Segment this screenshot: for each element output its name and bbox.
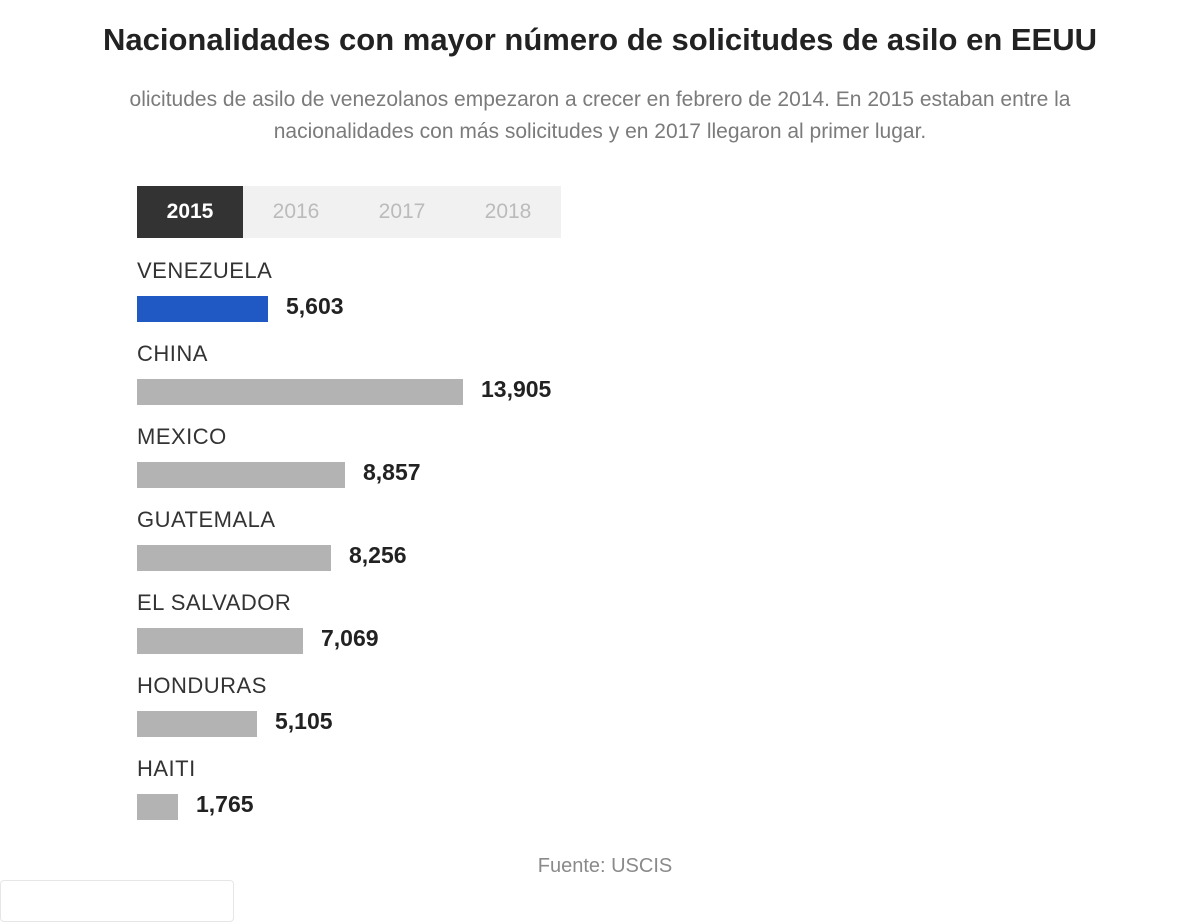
value-label: 13,905 — [481, 376, 552, 402]
bar-row-venezuela: VENEZUELA 5,603 — [137, 258, 837, 328]
bar-row-el-salvador: EL SALVADOR 7,069 — [137, 590, 837, 660]
tab-2015[interactable]: 2015 — [137, 186, 243, 238]
category-label: VENEZUELA — [137, 258, 273, 283]
category-label: MEXICO — [137, 424, 227, 449]
tab-2017[interactable]: 2017 — [378, 200, 426, 223]
bar-china — [137, 379, 463, 405]
bar-chart: VENEZUELA 5,603 CHINA 13,905 MEXICO 8,857 GUAT… — [137, 258, 837, 838]
tab-2016[interactable]: 2016 — [272, 200, 320, 223]
bar-row-china: CHINA 13,905 — [137, 341, 837, 411]
bar-row-honduras: HONDURAS 5,105 — [137, 673, 837, 743]
bar-guatemala — [137, 545, 331, 571]
bar-honduras — [137, 711, 257, 737]
category-label: HONDURAS — [137, 673, 267, 698]
value-label: 8,256 — [349, 542, 407, 568]
bar-mexico — [137, 462, 345, 488]
value-label: 5,603 — [286, 293, 344, 319]
year-tabs: 2015 2016 2017 2018 — [137, 186, 561, 238]
value-label: 5,105 — [275, 708, 333, 734]
bar-row-haiti: HAITI 1,765 — [137, 756, 837, 826]
value-label: 7,069 — [321, 625, 379, 651]
tab-2018[interactable]: 2018 — [484, 200, 532, 223]
category-label: CHINA — [137, 341, 208, 366]
bar-haiti — [137, 794, 178, 820]
subtitle-line-1: olicitudes de asilo de venezolanos empez… — [129, 88, 1071, 111]
chart-subtitle: olicitudes de asilo de venezolanos empez… — [0, 84, 1200, 148]
corner-box — [0, 880, 234, 922]
bar-row-guatemala: GUATEMALA 8,256 — [137, 507, 837, 577]
subtitle-line-2: nacionalidades con más solicitudes y en … — [273, 120, 927, 143]
bar-venezuela — [137, 296, 268, 322]
category-label: HAITI — [137, 756, 196, 781]
value-label: 1,765 — [196, 791, 254, 817]
category-label: EL SALVADOR — [137, 590, 292, 615]
chart-title: Nacionalidades con mayor número de solic… — [103, 22, 1097, 57]
category-label: GUATEMALA — [137, 507, 276, 532]
value-label: 8,857 — [363, 459, 421, 485]
bar-row-mexico: MEXICO 8,857 — [137, 424, 837, 494]
bar-el-salvador — [137, 628, 303, 654]
source-note: Fuente: USCIS — [537, 855, 673, 877]
